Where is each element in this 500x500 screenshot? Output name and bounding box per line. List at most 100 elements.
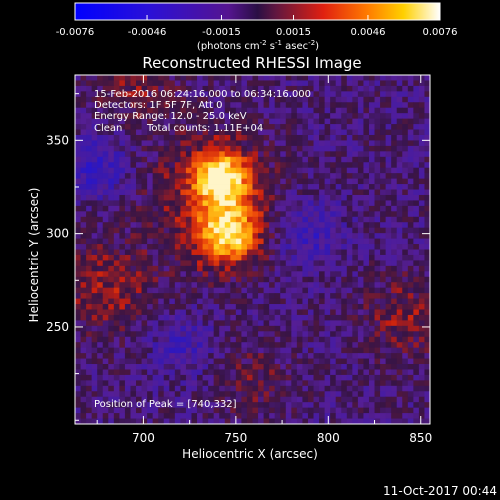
heatmap-cell <box>296 96 303 103</box>
heatmap-cell <box>224 396 231 403</box>
heatmap-cell <box>252 216 259 223</box>
heatmap-cell <box>269 118 276 125</box>
heatmap-cell <box>424 124 431 130</box>
heatmap-cell <box>202 173 209 180</box>
heatmap-cell <box>174 391 181 398</box>
heatmap-cell <box>385 205 392 212</box>
heatmap-cell <box>252 244 259 250</box>
heatmap-cell <box>230 173 237 180</box>
heatmap-cell <box>346 211 353 218</box>
heatmap-cell <box>158 336 165 343</box>
heatmap-cell <box>102 145 109 152</box>
heatmap-cell <box>152 200 159 207</box>
heatmap-cell <box>280 385 287 392</box>
heatmap-cell <box>385 249 392 256</box>
heatmap-cell <box>363 336 370 343</box>
heatmap-cell <box>402 271 409 278</box>
heatmap-cell <box>319 353 326 359</box>
heatmap-cell <box>396 129 403 136</box>
heatmap-cell <box>335 85 342 92</box>
heatmap-cell <box>313 211 320 218</box>
heatmap-cell <box>191 75 198 81</box>
heatmap-cell <box>119 402 126 409</box>
heatmap-cell <box>402 118 409 125</box>
heatmap-cell <box>185 244 192 250</box>
heatmap-cell <box>180 309 187 316</box>
heatmap-cell <box>402 413 409 419</box>
heatmap-cell <box>341 75 348 81</box>
heatmap-cell <box>141 205 148 212</box>
heatmap-cell <box>75 309 81 316</box>
heatmap-cell <box>75 118 81 125</box>
heatmap-cell <box>263 396 270 403</box>
heatmap-cell <box>158 194 165 201</box>
heatmap-cell <box>163 80 170 87</box>
heatmap-cell <box>75 254 81 261</box>
heatmap-cell <box>230 413 237 419</box>
heatmap-cell <box>80 96 87 103</box>
heatmap-cell <box>313 134 320 141</box>
heatmap-cell <box>169 91 176 98</box>
heatmap-cell <box>385 342 392 349</box>
heatmap-cell <box>302 396 309 403</box>
heatmap-cell <box>147 358 154 365</box>
heatmap-cell <box>185 276 192 283</box>
heatmap-cell <box>302 124 309 130</box>
colorbar: -0.0076 -0.0046 -0.0015 0.0015 0.0046 0.0076 … <box>56 2 458 52</box>
heatmap-cell <box>252 391 259 398</box>
heatmap-cell <box>152 91 159 98</box>
heatmap-cell <box>285 184 292 190</box>
heatmap-cell <box>307 75 314 81</box>
heatmap-cell <box>246 205 253 212</box>
heatmap-cell <box>241 162 248 169</box>
heatmap-cell <box>307 233 314 239</box>
heatmap-cell <box>191 178 198 185</box>
heatmap-cell <box>324 287 331 294</box>
heatmap-cell <box>158 309 165 316</box>
heatmap-cell <box>280 293 287 299</box>
heatmap-cell <box>313 304 320 310</box>
heatmap-cell <box>185 304 192 310</box>
heatmap-cell <box>108 374 115 381</box>
heatmap-cell <box>180 331 187 338</box>
heatmap-cell <box>380 413 387 419</box>
heatmap-cell <box>91 151 98 158</box>
heatmap-cell <box>202 276 209 283</box>
heatmap-cell <box>119 271 126 278</box>
heatmap-cell <box>97 145 104 152</box>
heatmap-cell <box>324 407 331 414</box>
heatmap-cell <box>213 320 220 327</box>
heatmap-cell <box>402 216 409 223</box>
heatmap-cell <box>213 167 220 174</box>
heatmap-cell <box>413 85 420 92</box>
heatmap-cell <box>407 374 414 381</box>
heatmap-cell <box>402 347 409 354</box>
heatmap-cell <box>330 385 337 392</box>
heatmap-cell <box>124 407 131 414</box>
heatmap-cell <box>136 91 142 98</box>
heatmap-cell <box>302 385 309 392</box>
heatmap-cell <box>213 342 220 349</box>
peak-annotation: Position of Peak = [740,332] <box>94 399 237 410</box>
heatmap-cell <box>368 314 375 321</box>
heatmap-cell <box>75 124 81 130</box>
heatmap-cell <box>141 260 148 267</box>
heatmap-cell <box>330 134 337 141</box>
heatmap-cell <box>141 222 148 229</box>
heatmap-cell <box>91 396 98 403</box>
heatmap-cell <box>402 369 409 376</box>
heatmap-cell <box>224 391 231 398</box>
heatmap-cell <box>418 336 425 343</box>
heatmap-cell <box>285 140 292 147</box>
heatmap-cell <box>352 216 359 223</box>
heatmap-cell <box>230 222 237 229</box>
heatmap-cell <box>108 271 115 278</box>
heatmap-cell <box>219 265 226 272</box>
heatmap-cell <box>141 325 148 332</box>
heatmap-cell <box>208 358 215 365</box>
heatmap-cell <box>391 151 398 158</box>
heatmap-cell <box>169 156 176 163</box>
heatmap-cell <box>185 331 192 338</box>
heatmap-cell <box>285 173 292 180</box>
heatmap-cell <box>341 238 348 245</box>
